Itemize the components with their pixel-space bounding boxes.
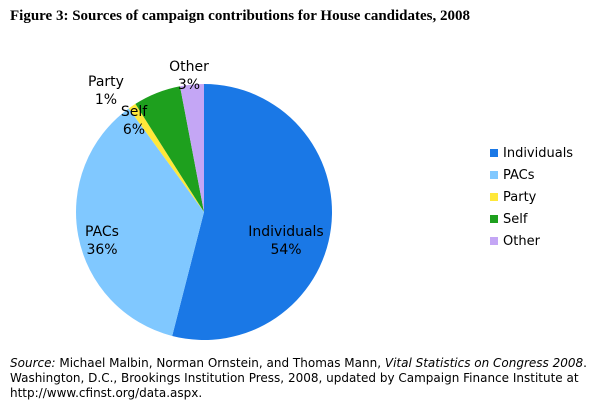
pie-slice-individuals bbox=[172, 84, 333, 341]
pie-slice-pacs bbox=[76, 108, 204, 336]
legend-label: Other bbox=[503, 234, 541, 249]
slice-label: Self bbox=[121, 104, 148, 120]
pie-slice-other bbox=[180, 84, 204, 212]
source-note: Source: Michael Malbin, Norman Ornstein,… bbox=[10, 356, 600, 401]
slice-value-label: 1% bbox=[95, 92, 117, 108]
pie-slice-self bbox=[135, 86, 204, 212]
source-rest: . Washington, D.C., Brookings Institutio… bbox=[10, 356, 587, 400]
legend-label: Party bbox=[503, 190, 537, 205]
legend-label: PACs bbox=[503, 168, 535, 183]
slice-value-label: 3% bbox=[178, 77, 200, 93]
slice-value-label: 36% bbox=[86, 242, 117, 258]
legend-swatch bbox=[490, 193, 498, 201]
pie-slice-party bbox=[128, 103, 204, 212]
source-prefix: Source: bbox=[10, 356, 56, 370]
slice-label: Party bbox=[88, 74, 124, 90]
legend-swatch bbox=[490, 149, 498, 157]
chart-title: Figure 3: Sources of campaign contributi… bbox=[10, 8, 471, 24]
source-authors: Michael Malbin, Norman Ornstein, and Tho… bbox=[55, 356, 385, 370]
slice-label: Other bbox=[169, 59, 209, 75]
slice-value-label: 54% bbox=[270, 242, 301, 258]
slice-label: PACs bbox=[85, 224, 119, 240]
legend-swatch bbox=[490, 171, 498, 179]
legend-swatch bbox=[490, 215, 498, 223]
legend-swatch bbox=[490, 237, 498, 245]
legend-label: Self bbox=[503, 212, 528, 227]
legend-label: Individuals bbox=[503, 146, 573, 161]
slice-label: Individuals bbox=[248, 224, 323, 240]
slice-value-label: 6% bbox=[123, 122, 145, 138]
source-book: Vital Statistics on Congress 2008 bbox=[384, 356, 584, 370]
